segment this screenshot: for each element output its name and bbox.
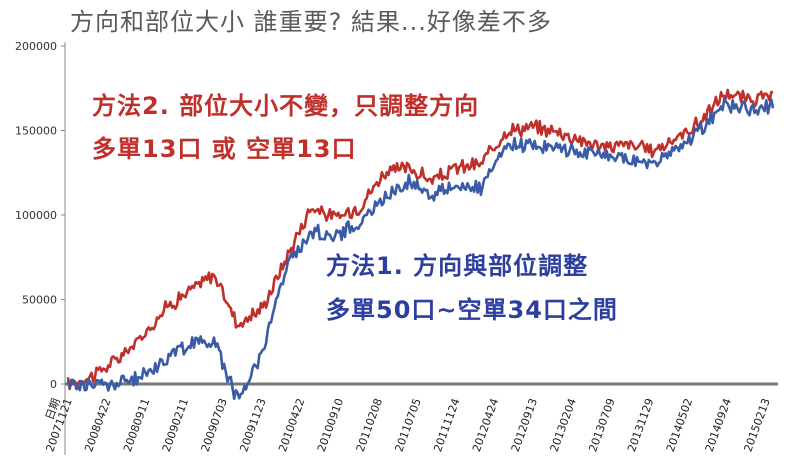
x-tick-label: 20080911 — [121, 397, 152, 454]
x-tick-label: 20110208 — [354, 397, 385, 454]
y-tick-label: 100000 — [15, 209, 57, 222]
y-tick-label: 0 — [50, 378, 57, 391]
y-tick-label: 200000 — [15, 40, 57, 53]
x-tick-label: 20100910 — [315, 397, 346, 454]
annotation-method-1-detail: 多單50口~空單34口之間 — [326, 296, 618, 324]
x-tick-label: 20130204 — [548, 397, 579, 454]
annotation-method-2-title: 方法2. 部位大小不變，只調整方向 — [92, 92, 480, 120]
x-tick-label: 20090703 — [199, 397, 230, 454]
series-lines — [66, 88, 775, 401]
x-tick-label: 20131129 — [625, 397, 656, 454]
x-tick-label: 20100422 — [276, 397, 307, 454]
x-tick-label: 20120424 — [470, 397, 501, 454]
x-tick-label: 20120913 — [509, 397, 540, 454]
x-tick-label: 20111124 — [431, 397, 462, 454]
y-tick-label: 150000 — [15, 125, 57, 138]
x-tick-label: 20140924 — [703, 397, 734, 454]
y-axis: 0 50000 100000 150000 200000 — [15, 40, 66, 455]
x-tick-label: 20091123 — [237, 397, 268, 454]
x-tick-label: 20110705 — [392, 397, 423, 454]
series-line-2 — [66, 97, 775, 401]
chart-title: 方向和部位大小 誰重要? 結果...好像差不多 — [70, 8, 552, 36]
x-tick-label: 20150213 — [741, 397, 772, 454]
annotation-method-2-detail: 多單13口 或 空單13口 — [92, 135, 357, 163]
y-tick-label: 50000 — [22, 294, 57, 307]
x-tick-label: 20080422 — [82, 397, 113, 454]
x-tick-label: 20090211 — [160, 397, 191, 454]
series-line-1 — [66, 88, 774, 391]
x-tick-label: 20140502 — [664, 397, 695, 454]
annotation-method-1-title: 方法1. 方向與部位調整 — [326, 252, 589, 280]
x-tick-label: 20130709 — [586, 397, 617, 454]
